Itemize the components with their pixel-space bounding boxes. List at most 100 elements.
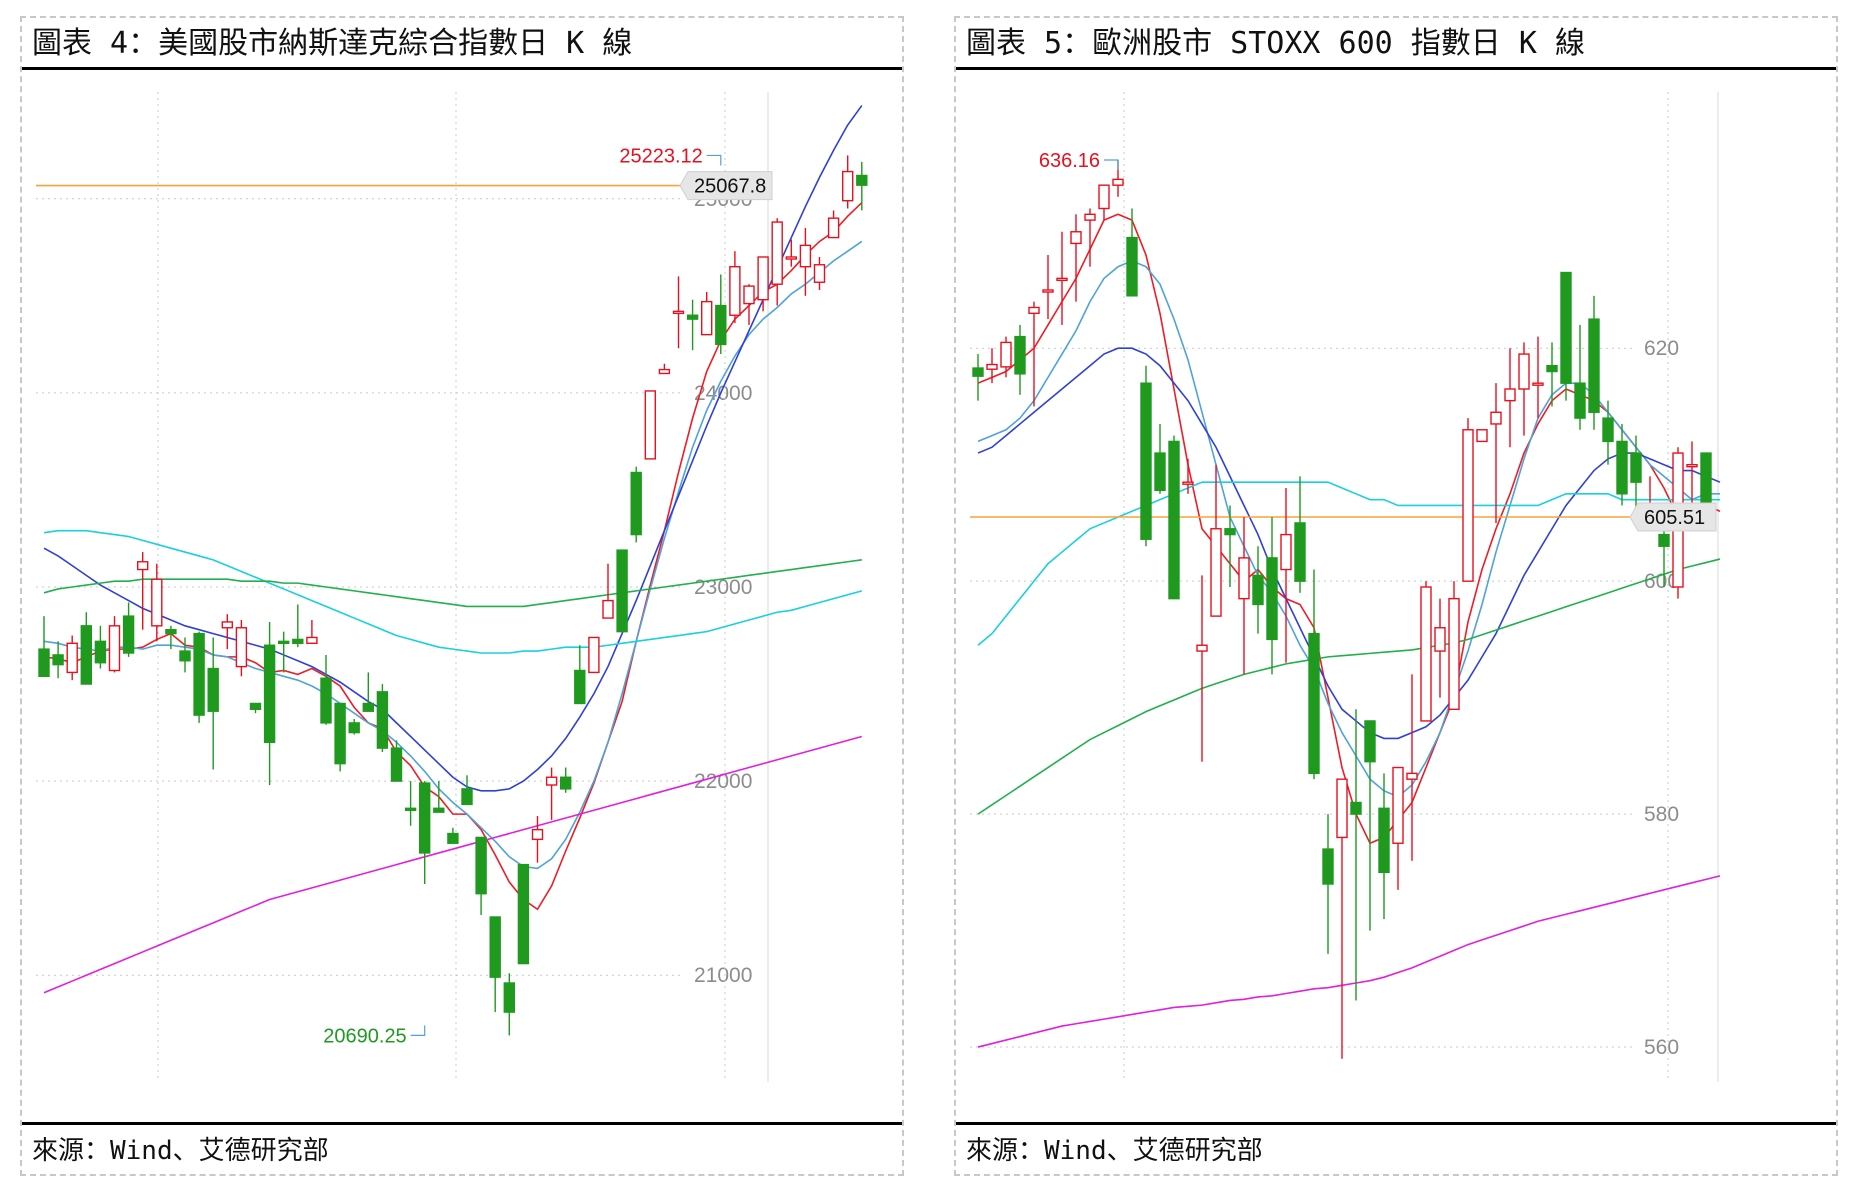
- candle-up: [1476, 429, 1488, 443]
- candle-down: [517, 863, 530, 965]
- candle-down: [193, 632, 205, 716]
- candle-down: [334, 702, 346, 765]
- candle-down: [278, 640, 290, 645]
- candle-up: [588, 636, 600, 674]
- candle-down: [1294, 522, 1306, 582]
- current-price-tag: 25067.8: [679, 171, 773, 201]
- candle-down: [461, 788, 473, 806]
- high-marker-leader: [1104, 159, 1119, 171]
- candle-down: [856, 174, 868, 186]
- candle-down: [1154, 452, 1166, 492]
- low-marker-label: 20690.25: [323, 1025, 406, 1047]
- candle-down: [362, 702, 374, 712]
- candle-up: [1280, 533, 1292, 571]
- price-tag-box: [679, 171, 773, 201]
- stoxx-candlestick-chart: 560 580 600 620 605.51 636.16: [970, 92, 1721, 1082]
- y-tick-label: 560: [1644, 1036, 1679, 1059]
- candle-up: [221, 621, 234, 629]
- y-tick-label: 24000: [694, 382, 752, 405]
- candle-up: [1392, 766, 1404, 844]
- candle-down: [1252, 574, 1264, 606]
- y-tick-label: 600: [1644, 570, 1679, 593]
- candle-up: [1042, 289, 1054, 293]
- candle-down: [489, 916, 501, 978]
- candle-up: [531, 828, 544, 841]
- candle-down: [207, 667, 219, 712]
- candle-down: [1014, 335, 1026, 375]
- candle-down: [404, 807, 417, 811]
- candle-up: [1462, 429, 1474, 582]
- ma-line-ma20: [43, 105, 863, 792]
- candle-down: [1616, 440, 1628, 495]
- candle-up: [701, 300, 713, 336]
- nasdaq-chart-title: 圖表 4：美國股市納斯達克綜合指數日 K 線: [22, 18, 902, 70]
- candle-down: [972, 367, 984, 377]
- candle-down: [263, 644, 276, 743]
- candle-down: [503, 982, 515, 1013]
- candle-down: [52, 654, 64, 666]
- candle-up: [1490, 411, 1502, 425]
- candle-up: [1406, 772, 1418, 780]
- candle-up: [1336, 778, 1348, 839]
- candle-down: [1630, 452, 1642, 483]
- candle-up: [1098, 184, 1110, 210]
- candle-up: [827, 217, 840, 239]
- candle-down: [433, 807, 445, 813]
- candle-up: [306, 636, 318, 644]
- candle-down: [165, 629, 177, 635]
- ma-line-ma10: [43, 240, 863, 870]
- candle-up: [672, 310, 685, 315]
- candle-down: [122, 615, 135, 654]
- low-marker-leader: [410, 1025, 426, 1036]
- candle-up: [1434, 627, 1446, 652]
- candle-down: [1308, 632, 1320, 775]
- candle-down: [1364, 720, 1376, 763]
- high-marker-leader: [706, 154, 722, 166]
- candle-down: [1560, 271, 1572, 384]
- candle-down: [1602, 417, 1614, 443]
- candle-up: [743, 285, 755, 305]
- stoxx-chart-panel: 圖表 5：歐洲股市 STOXX 600 指數日 K 線 560 580 600 620…: [954, 16, 1838, 1176]
- candle-down: [320, 677, 332, 724]
- candle-down: [348, 722, 360, 734]
- candle-up: [644, 390, 656, 460]
- candle-down: [179, 650, 191, 662]
- nasdaq-candlestick-chart: 210002200023000240002500025067.825223.12…: [36, 92, 868, 1082]
- ma-line-ma120: [977, 558, 1721, 815]
- candle-down: [390, 747, 403, 782]
- candle-up: [842, 170, 854, 202]
- candle-up: [235, 627, 248, 668]
- candle-down: [686, 314, 699, 320]
- candle-up: [1238, 557, 1250, 600]
- candle-up: [785, 256, 797, 260]
- candle-down: [1168, 440, 1180, 600]
- candle-down: [1378, 807, 1390, 874]
- price-tag-value: 25067.8: [694, 176, 766, 198]
- y-tick-label: 23000: [694, 576, 752, 599]
- candle-down: [94, 640, 107, 664]
- stoxx-chart-area: 560 580 600 620 605.51 636.16: [956, 72, 1836, 1120]
- candle-up: [136, 561, 149, 571]
- stoxx-chart-title: 圖表 5：歐洲股市 STOXX 600 指數日 K 線: [956, 18, 1836, 70]
- y-tick-label: 21000: [694, 964, 752, 987]
- candle-up: [1196, 644, 1208, 652]
- candle-down: [1574, 382, 1586, 419]
- candle-up: [1686, 464, 1698, 468]
- high-marker-label: 636.16: [1039, 150, 1100, 172]
- ma-line-ma60: [977, 481, 1720, 646]
- price-tag-value: 605.51: [1644, 507, 1705, 529]
- candle-up: [1084, 213, 1096, 221]
- candle-up: [1420, 586, 1432, 722]
- candle-up: [1532, 382, 1544, 386]
- candle-up: [986, 363, 998, 370]
- candle-up: [602, 599, 614, 619]
- candle-down: [38, 648, 50, 677]
- candle-down: [447, 832, 459, 844]
- y-tick-label: 22000: [694, 770, 752, 793]
- ma-line-ma120: [43, 559, 862, 608]
- candle-up: [108, 625, 121, 672]
- candle-up: [799, 244, 812, 268]
- candle-down: [1266, 557, 1278, 641]
- candle-down: [292, 638, 304, 644]
- candle-down: [574, 669, 586, 705]
